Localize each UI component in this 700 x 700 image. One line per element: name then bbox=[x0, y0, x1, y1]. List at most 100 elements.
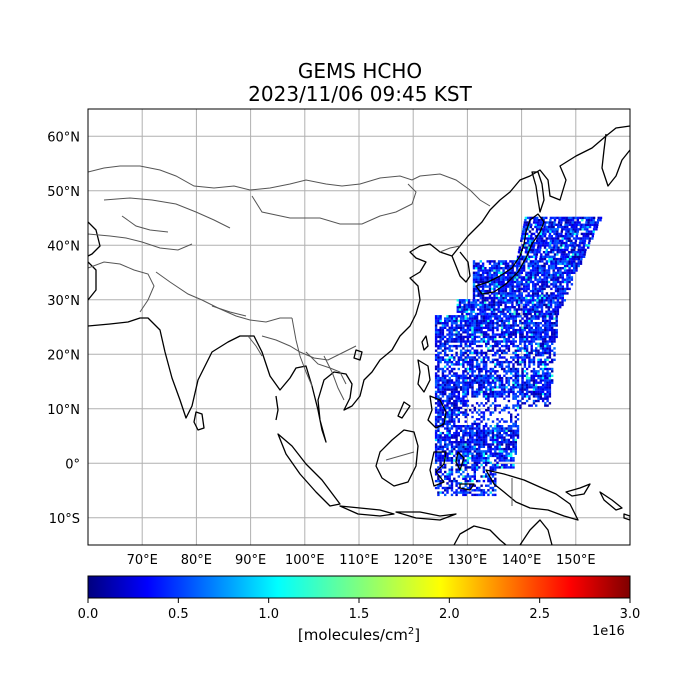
hcho-pixel bbox=[579, 216, 582, 220]
hcho-pixel bbox=[448, 392, 451, 396]
hcho-pixel bbox=[496, 457, 499, 460]
hcho-pixel bbox=[466, 459, 470, 462]
hcho-pixel bbox=[552, 260, 555, 263]
hcho-pixel bbox=[491, 322, 495, 325]
hcho-pixel bbox=[505, 454, 508, 458]
hcho-pixel bbox=[441, 388, 445, 391]
hcho-pixel bbox=[485, 363, 488, 366]
hcho-pixel bbox=[583, 251, 587, 254]
hcho-pixel bbox=[500, 356, 504, 359]
hcho-pixel bbox=[437, 470, 440, 474]
hcho-pixel bbox=[514, 404, 517, 407]
hcho-pixel bbox=[478, 372, 481, 375]
hcho-pixel bbox=[485, 452, 488, 455]
hcho-pixel bbox=[563, 216, 566, 220]
hcho-pixel bbox=[539, 388, 542, 391]
hcho-pixel bbox=[522, 299, 525, 302]
hcho-pixel bbox=[487, 475, 490, 478]
hcho-pixel bbox=[550, 223, 553, 226]
hcho-pixel bbox=[577, 262, 580, 265]
hcho-pixel bbox=[502, 278, 505, 281]
hcho-pixel bbox=[481, 276, 485, 279]
hcho-pixel bbox=[528, 365, 531, 368]
hcho-pixel bbox=[497, 292, 501, 295]
hcho-pixel bbox=[469, 333, 472, 336]
hcho-pixel bbox=[515, 303, 519, 307]
hcho-pixel bbox=[561, 292, 564, 295]
hcho-pixel bbox=[518, 257, 522, 261]
hcho-pixel bbox=[448, 331, 451, 334]
hcho-pixel bbox=[455, 381, 458, 384]
hcho-pixel bbox=[487, 427, 490, 430]
hcho-pixel bbox=[448, 427, 451, 430]
hcho-pixel bbox=[544, 319, 547, 323]
lat-tick-label: 40°N bbox=[47, 239, 80, 254]
hcho-pixel bbox=[478, 441, 481, 444]
hcho-pixel bbox=[527, 280, 530, 284]
hcho-pixel bbox=[537, 363, 540, 366]
hcho-pixel bbox=[537, 328, 540, 332]
hcho-pixel bbox=[509, 267, 512, 270]
hcho-pixel bbox=[464, 477, 467, 480]
hcho-pixel bbox=[485, 324, 488, 327]
hcho-pixel bbox=[441, 418, 445, 421]
hcho-pixel bbox=[489, 390, 492, 394]
hcho-pixel bbox=[459, 381, 463, 384]
hcho-pixel bbox=[446, 491, 449, 494]
hcho-pixel bbox=[561, 273, 564, 277]
hcho-pixel bbox=[502, 271, 505, 274]
hcho-pixel bbox=[572, 219, 575, 222]
hcho-pixel bbox=[543, 225, 546, 229]
hcho-pixel bbox=[444, 322, 447, 325]
hcho-pixel bbox=[521, 347, 524, 350]
hcho-pixel bbox=[469, 425, 472, 428]
hcho-pixel bbox=[500, 436, 504, 439]
hcho-pixel bbox=[516, 344, 520, 348]
hcho-pixel bbox=[469, 360, 472, 364]
hcho-pixel bbox=[482, 381, 486, 384]
hcho-pixel bbox=[539, 315, 542, 318]
hcho-pixel bbox=[462, 461, 465, 464]
hcho-pixel bbox=[498, 434, 501, 437]
hcho-pixel bbox=[509, 276, 512, 279]
hcho-pixel bbox=[534, 262, 537, 265]
hcho-pixel bbox=[488, 271, 492, 274]
lon-tick-label: 90°E bbox=[235, 553, 266, 568]
hcho-pixel bbox=[466, 324, 470, 327]
hcho-pixel bbox=[507, 331, 511, 334]
hcho-pixel bbox=[471, 436, 474, 439]
hcho-pixel bbox=[456, 303, 459, 307]
hcho-pixel bbox=[507, 367, 511, 371]
hcho-pixel bbox=[457, 463, 460, 467]
hcho-pixel bbox=[444, 326, 447, 329]
hcho-pixel bbox=[488, 283, 492, 286]
hcho-pixel bbox=[555, 324, 558, 327]
hcho-pixel bbox=[527, 308, 530, 311]
hcho-pixel bbox=[531, 308, 535, 311]
hcho-pixel bbox=[446, 386, 449, 389]
hcho-pixel bbox=[437, 441, 440, 444]
hcho-pixel bbox=[559, 246, 563, 249]
hcho-pixel bbox=[463, 303, 466, 307]
hcho-pixel bbox=[489, 360, 492, 364]
hcho-pixel bbox=[478, 466, 481, 469]
hcho-pixel bbox=[510, 463, 513, 467]
hcho-pixel bbox=[482, 340, 486, 343]
hcho-pixel bbox=[471, 315, 474, 318]
hcho-pixel bbox=[583, 253, 586, 256]
hcho-pixel bbox=[498, 383, 501, 387]
hcho-pixel bbox=[529, 278, 533, 281]
hcho-pixel bbox=[446, 457, 449, 460]
hcho-pixel bbox=[574, 253, 577, 256]
hcho-pixel bbox=[513, 308, 516, 311]
hcho-pixel bbox=[469, 322, 472, 325]
hcho-pixel bbox=[439, 351, 442, 355]
hcho-pixel bbox=[519, 356, 522, 359]
hcho-pixel bbox=[434, 390, 438, 394]
hcho-pixel bbox=[577, 246, 581, 249]
hcho-pixel bbox=[475, 358, 479, 361]
hcho-pixel bbox=[444, 335, 447, 339]
hcho-pixel bbox=[527, 262, 530, 265]
hcho-pixel bbox=[494, 392, 497, 396]
hcho-pixel bbox=[478, 388, 481, 391]
